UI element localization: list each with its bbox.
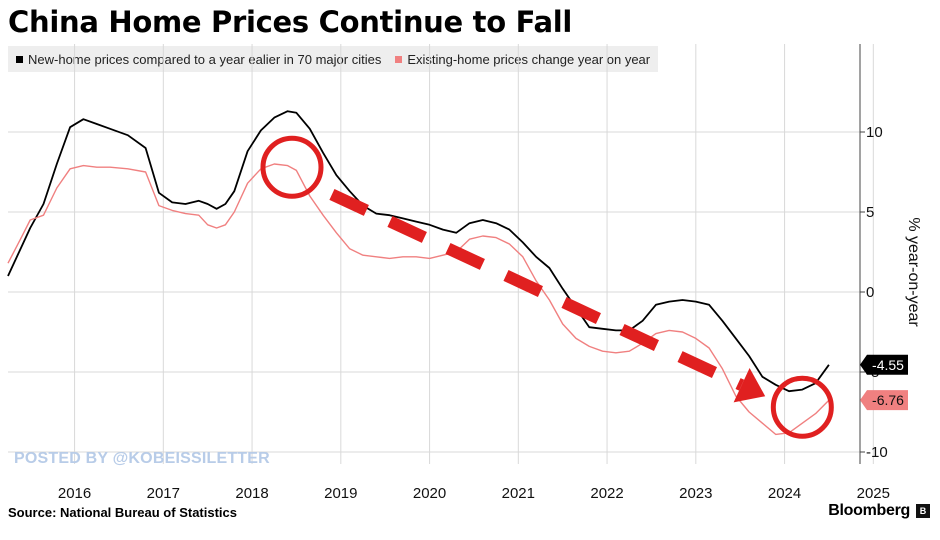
y-tick-label: 0 xyxy=(866,284,874,301)
x-tick-label: 2018 xyxy=(235,485,268,502)
legend-item-existing-home: Existing-home prices change year on year xyxy=(395,52,650,67)
x-tick-label: 2023 xyxy=(679,485,712,502)
series-line-existing-home xyxy=(7,163,830,436)
trend-arrow-shaft xyxy=(329,188,745,391)
x-tick-label: 2020 xyxy=(413,485,446,502)
x-tick-label: 2024 xyxy=(768,485,801,502)
brand-mark-icon: B xyxy=(916,504,930,518)
last-value-tag-label: -6.76 xyxy=(872,392,904,408)
x-tick-label: 2021 xyxy=(502,485,535,502)
highlight-circle xyxy=(260,135,324,199)
chart-title: China Home Prices Continue to Fall xyxy=(8,5,573,39)
x-tick-label: 2017 xyxy=(147,485,180,502)
x-tick-label: 2019 xyxy=(324,485,357,502)
y-axis-title: % year-on-year xyxy=(905,217,922,327)
last-value-tag-shape xyxy=(860,354,908,375)
last-value-tag-shape xyxy=(860,390,908,411)
legend-swatch-new-home xyxy=(16,55,23,63)
y-tick-label: 5 xyxy=(866,204,874,221)
legend-swatch-existing-home xyxy=(395,55,403,63)
series-line-new-home xyxy=(7,110,830,393)
last-value-tag-existing-home: -6.76 xyxy=(860,390,908,411)
last-value-tag-new-home: -4.55 xyxy=(860,354,908,375)
source-note: Source: National Bureau of Statistics xyxy=(8,505,237,520)
y-tick-label: 10 xyxy=(866,124,883,141)
highlight-circle xyxy=(770,375,834,439)
x-tick-label: 2025 xyxy=(857,485,890,502)
brand-logo-text: Bloomberg xyxy=(828,502,910,519)
x-tick-label: 2016 xyxy=(58,485,91,502)
y-tick-label: -10 xyxy=(866,444,888,461)
chart-legend: New-home prices compared to a year ealie… xyxy=(8,46,659,72)
trend-arrow-head xyxy=(733,368,766,403)
watermark-text: POSTED BY @KOBEISSILETTER xyxy=(14,450,270,467)
legend-label-new-home: New-home prices compared to a year ealie… xyxy=(28,51,382,67)
last-value-tag-label: -4.55 xyxy=(872,357,904,373)
x-tick-label: 2022 xyxy=(590,485,623,502)
legend-label-existing-home: Existing-home prices change year on year xyxy=(407,51,651,67)
legend-item-new-home: New-home prices compared to a year ealie… xyxy=(16,52,381,67)
